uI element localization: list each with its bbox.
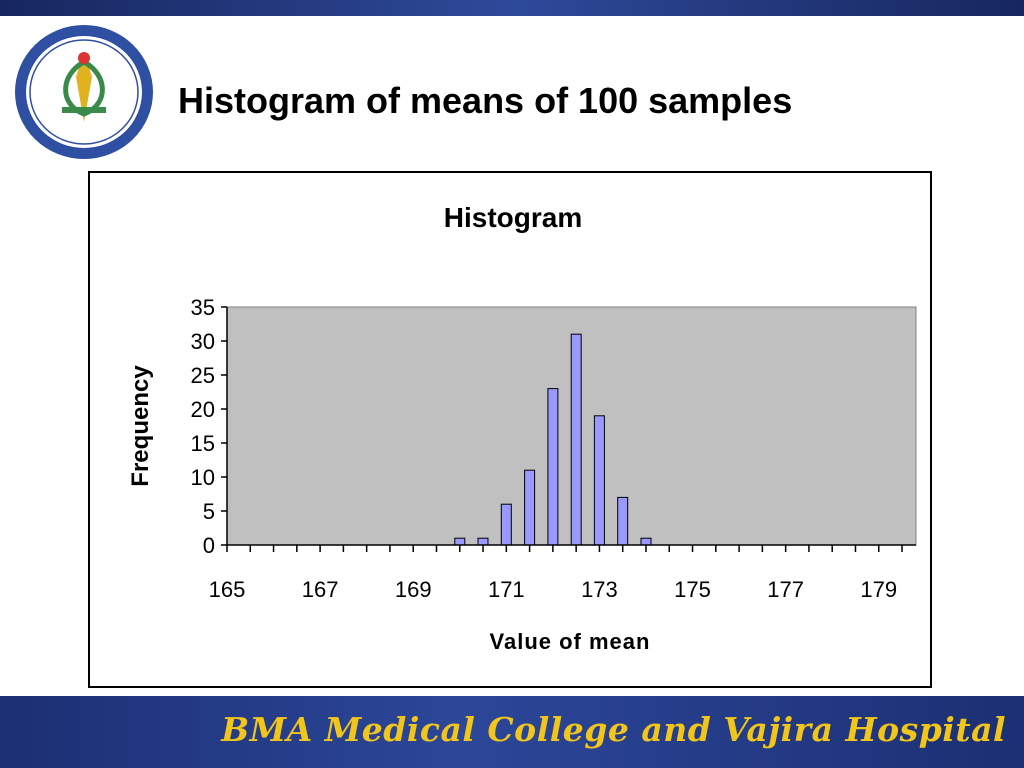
histogram-bar (570, 333, 582, 546)
x-tick-label: 179 (860, 577, 897, 602)
histogram-bar (547, 388, 559, 546)
y-tick-label: 25 (191, 363, 215, 388)
y-axis-label: Frequency (127, 365, 154, 487)
hospital-seal-icon (15, 25, 153, 159)
y-tick-label: 0 (203, 533, 215, 558)
footer-band: BMA Medical College and Vajira Hospital (0, 696, 1024, 768)
chart-title: Histogram (444, 202, 582, 233)
slide-title: Histogram of means of 100 samples (178, 80, 793, 121)
histogram-bar (593, 415, 605, 546)
histogram-bar (640, 537, 652, 546)
histogram-bar (500, 503, 512, 546)
histogram-bar (617, 496, 629, 546)
y-tick-label: 5 (203, 499, 215, 524)
x-tick-label: 171 (488, 577, 525, 602)
y-tick-label: 35 (191, 295, 215, 320)
chart-frame: 0 5 10 15 20 25 30 35 165 167 169 171 173 175 177 179 Hi… (88, 171, 932, 688)
histogram-bar (454, 537, 466, 546)
x-axis-label: Value of mean (490, 629, 651, 654)
histogram-bar (477, 537, 489, 546)
x-tick-label: 177 (767, 577, 804, 602)
histogram-chart: 0 5 10 15 20 25 30 35 165 167 169 171 173 175 177 179 Hi… (127, 202, 917, 654)
y-tick-label: 10 (191, 465, 215, 490)
x-tick-label: 175 (674, 577, 711, 602)
x-tick-label: 173 (581, 577, 618, 602)
top-band (0, 0, 1024, 16)
x-tick-label: 169 (395, 577, 432, 602)
footer-institution-name: BMA Medical College and Vajira Hospital (221, 710, 1006, 749)
x-tick-label: 167 (302, 577, 339, 602)
y-tick-label: 20 (191, 397, 215, 422)
histogram-bar (524, 469, 536, 546)
y-tick-label: 30 (191, 329, 215, 354)
x-tick-label: 165 (209, 577, 246, 602)
y-tick-label: 15 (191, 431, 215, 456)
